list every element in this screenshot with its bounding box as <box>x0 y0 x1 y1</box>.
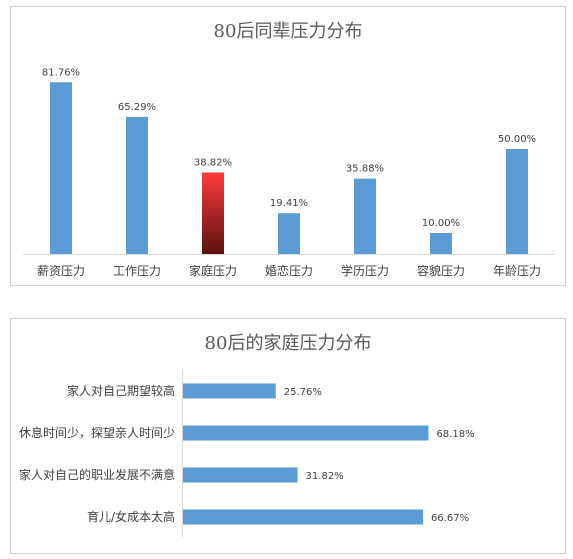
bar <box>354 178 376 254</box>
bar <box>50 82 72 254</box>
bar <box>430 233 452 254</box>
x-tick-label: 年龄压力 <box>493 264 541 278</box>
bar <box>183 509 424 525</box>
chart-title: 80后同辈压力分布 <box>213 21 363 42</box>
y-tick-label: 家人对自己的职业发展不满意 <box>19 467 175 482</box>
family-pressure-plot: 25.76% 家人对自己期望较高 68.18% 休息时间少，探望亲人时间少 31.82%… <box>19 369 475 537</box>
bar <box>506 149 528 254</box>
bar <box>183 383 276 399</box>
bar <box>202 172 224 254</box>
data-label: 66.67% <box>431 513 469 524</box>
data-label: 35.88% <box>346 164 384 175</box>
x-tick-label: 学历压力 <box>341 263 389 278</box>
y-tick-label: 家人对自己期望较高 <box>67 383 175 398</box>
x-tick-label: 工作压力 <box>113 264 161 278</box>
data-label: 81.76% <box>42 67 80 78</box>
data-label: 65.29% <box>118 102 156 113</box>
data-label: 68.18% <box>436 429 474 440</box>
family-pressure-chart: 80后的家庭压力分布 25.76% 家人对自己期望较高 68.18% 休息时间少，探望… <box>10 318 566 554</box>
bar <box>278 213 300 254</box>
data-label: 50.00% <box>498 134 536 145</box>
peer-pressure-chart: 80后同辈压力分布 81.76% 薪资压力 65.29% 工作压力 38.82% 家庭压力… <box>10 6 566 286</box>
chart-title: 80后的家庭压力分布 <box>204 333 372 354</box>
x-tick-label: 容貌压力 <box>417 263 465 278</box>
x-tick-label: 家庭压力 <box>189 263 237 278</box>
bar <box>126 116 148 255</box>
bar <box>183 425 429 441</box>
x-tick-label: 薪资压力 <box>37 264 85 278</box>
x-tick-label: 婚恋压力 <box>265 263 313 278</box>
data-label: 10.00% <box>422 218 460 229</box>
data-label: 31.82% <box>306 471 344 482</box>
data-label: 25.76% <box>284 387 322 398</box>
data-label: 38.82% <box>194 157 232 168</box>
data-label: 19.41% <box>270 198 308 209</box>
bar <box>183 467 298 483</box>
y-tick-label: 休息时间少，探望亲人时间少 <box>19 425 175 440</box>
y-tick-label: 育儿/女成本太高 <box>87 509 175 524</box>
peer-pressure-plot: 81.76% 薪资压力 65.29% 工作压力 38.82% 家庭压力 19.41% 婚恋压力… <box>23 67 555 278</box>
